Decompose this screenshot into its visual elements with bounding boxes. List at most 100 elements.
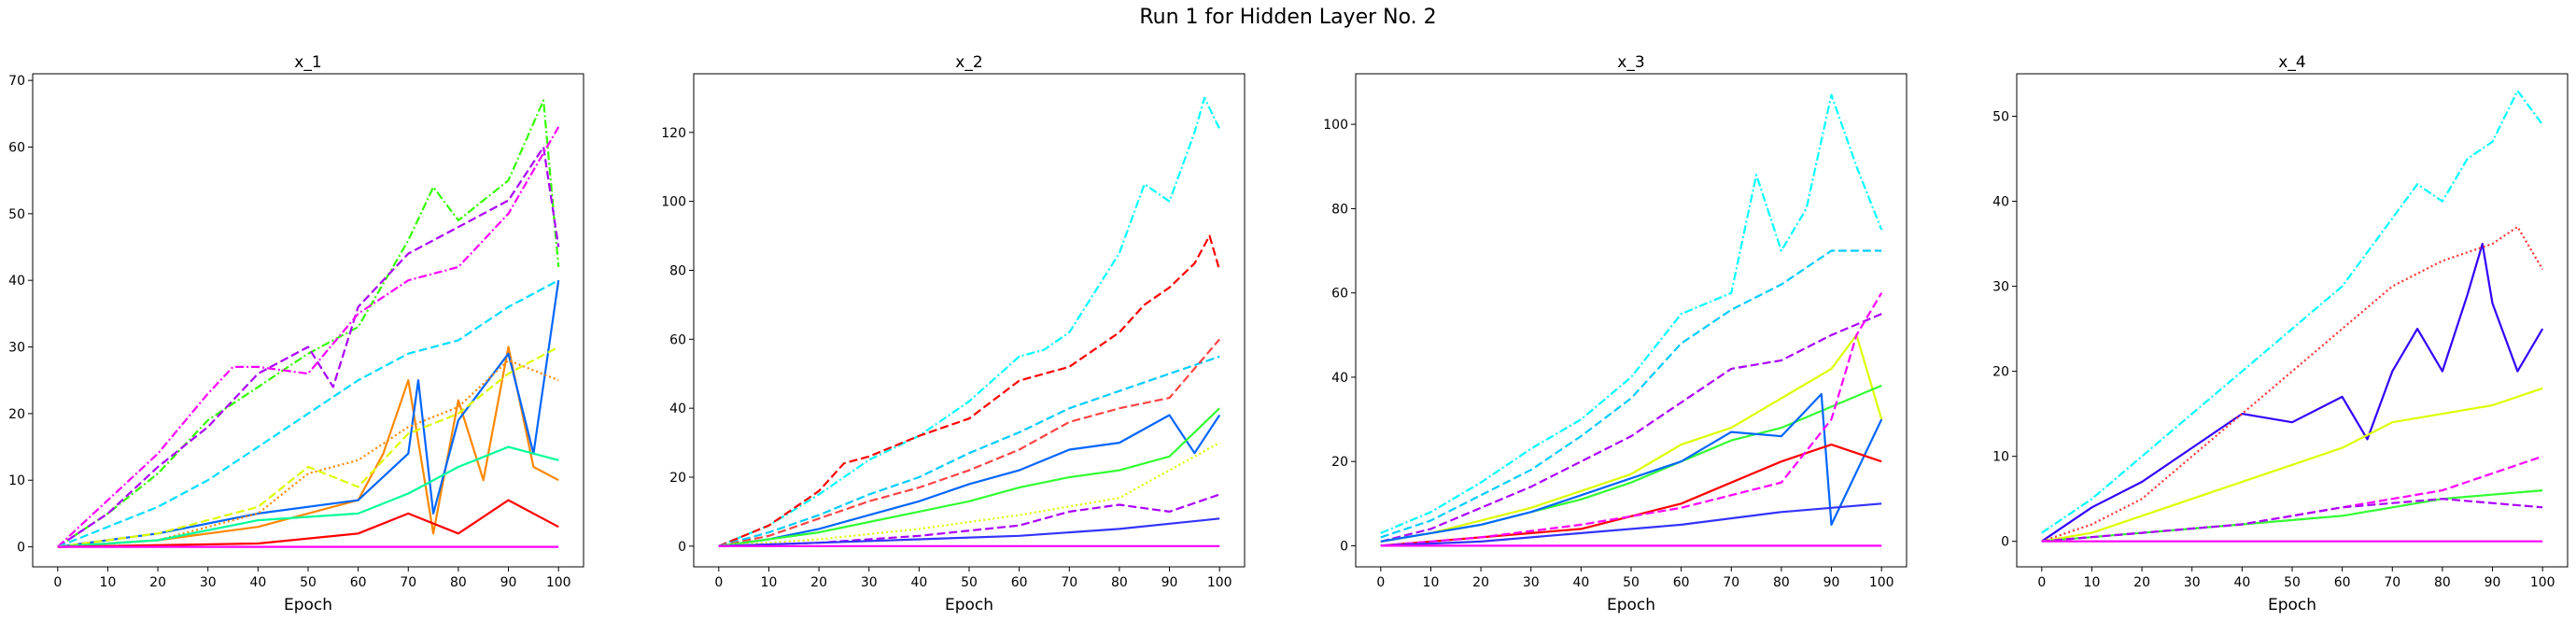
x-tick-label: 100	[2530, 575, 2555, 590]
y-tick-label: 0	[678, 540, 686, 555]
y-tick-label: 60	[669, 332, 686, 347]
series-line-2	[718, 234, 1221, 547]
series-line-5	[718, 414, 1221, 547]
x-tick-label: 50	[961, 575, 978, 590]
series-line-8	[57, 346, 559, 548]
x-axis-label: Epoch	[1607, 596, 1655, 614]
x-tick-label: 40	[249, 575, 266, 590]
figure-suptitle: Run 1 for Hidden Layer No. 2	[1139, 6, 1437, 29]
y-tick-label: 10	[8, 473, 25, 488]
x-tick-label: 100	[1869, 575, 1894, 590]
x-tick-label: 90	[1161, 575, 1178, 590]
y-tick-label: 80	[669, 263, 686, 278]
x-tick-label: 80	[1773, 575, 1790, 590]
series-line-1	[718, 96, 1221, 547]
x-tick-label: 30	[1523, 575, 1540, 590]
y-tick-label: 30	[1992, 280, 2009, 295]
series-line-4	[2041, 387, 2543, 543]
series-line-6	[1380, 392, 1883, 543]
series-line-1	[2041, 90, 2544, 534]
y-tick-label: 60	[8, 140, 25, 155]
series-line-4	[57, 279, 559, 548]
y-tick-label: 40	[8, 274, 25, 289]
y-tick-label: 0	[1340, 539, 1348, 554]
y-tick-label: 10	[1992, 450, 2009, 465]
series-line-9	[57, 445, 559, 548]
x-tick-label: 0	[53, 575, 62, 590]
series-line-4	[1380, 333, 1883, 543]
subplot-x3: 0 10 20 30 40 50 60 70 80 90 100 0 20 40 60 80 100 x_3 Epo…	[1323, 53, 1907, 614]
subplot-title: x_4	[2278, 53, 2305, 72]
y-tick-label: 0	[17, 541, 25, 556]
x-axis-label: Epoch	[2268, 596, 2316, 614]
subplot-title: x_3	[1617, 53, 1644, 72]
x-tick-label: 50	[300, 575, 317, 590]
y-tick-label: 70	[8, 74, 25, 89]
series-line-1	[57, 99, 560, 548]
series-line-10	[57, 499, 559, 548]
series-group	[57, 99, 560, 548]
series-group	[1380, 93, 1883, 547]
x-tick-label: 40	[1572, 575, 1589, 590]
x-tick-label: 30	[2184, 575, 2201, 590]
y-tick-label: 50	[1992, 110, 2009, 125]
x-tick-label: 100	[1207, 575, 1232, 590]
plot-frame	[693, 73, 1246, 568]
series-line-9	[1380, 502, 1882, 547]
series-line-7	[1380, 444, 1882, 547]
series-line-3	[1380, 313, 1882, 543]
x-tick-label: 0	[2037, 575, 2046, 590]
y-tick-label: 20	[1331, 455, 1348, 470]
series-line-5	[2041, 455, 2543, 543]
series-line-1	[1380, 93, 1883, 534]
x-tick-label: 20	[149, 575, 166, 590]
x-tick-label: 80	[450, 575, 467, 590]
y-tick-label: 100	[1323, 118, 1348, 133]
series-line-6	[57, 280, 560, 548]
series-line-3	[57, 126, 560, 548]
subplot-x4: 0 10 20 30 40 50 60 70 80 90 100 0 10 20 30 40 50 x_4 Epoc…	[1992, 53, 2569, 614]
y-tick-label: 40	[1992, 195, 2009, 210]
x-tick-label: 0	[1376, 575, 1385, 590]
series-line-6	[2041, 489, 2543, 543]
x-tick-label: 80	[1111, 575, 1128, 590]
x-axis-label: Epoch	[945, 596, 993, 614]
x-tick-label: 60	[1011, 575, 1028, 590]
y-tick-label: 100	[661, 195, 686, 210]
series-line-9	[718, 517, 1220, 547]
x-tick-label: 60	[1673, 575, 1690, 590]
x-tick-label: 10	[761, 575, 778, 590]
x-tick-label: 50	[2284, 575, 2301, 590]
y-tick-label: 50	[8, 207, 25, 222]
x-tick-label: 10	[2084, 575, 2101, 590]
series-line-2	[1380, 249, 1882, 539]
series-line-8	[1380, 292, 1883, 547]
subplot-title: x_1	[294, 53, 321, 72]
x-tick-label: 90	[1823, 575, 1840, 590]
series-group	[2041, 90, 2544, 543]
subplot-title: x_2	[955, 53, 982, 72]
subplot-x1: 0 10 20 30 40 50 60 70 80 90 100 0 10 20 30 40 50 60 70 x_1…	[8, 53, 584, 614]
y-tick-label: 20	[8, 407, 25, 422]
x-tick-label: 40	[910, 575, 927, 590]
y-tick-label: 20	[669, 471, 686, 486]
x-tick-label: 20	[810, 575, 827, 590]
x-tick-label: 20	[2133, 575, 2150, 590]
x-tick-label: 60	[2334, 575, 2351, 590]
series-group	[718, 96, 1221, 547]
x-tick-label: 70	[1061, 575, 1077, 590]
y-tick-label: 30	[8, 341, 25, 356]
x-tick-label: 30	[861, 575, 878, 590]
x-tick-label: 30	[200, 575, 217, 590]
series-line-2	[57, 146, 560, 548]
x-tick-label: 10	[1423, 575, 1440, 590]
y-tick-label: 80	[1331, 202, 1348, 217]
series-line-3	[2041, 225, 2544, 543]
x-tick-label: 90	[500, 575, 517, 590]
x-tick-label: 70	[1723, 575, 1739, 590]
x-tick-label: 10	[100, 575, 117, 590]
x-tick-label: 80	[2434, 575, 2451, 590]
x-tick-label: 100	[546, 575, 571, 590]
y-tick-label: 60	[1331, 287, 1348, 302]
series-line-3	[718, 355, 1220, 547]
